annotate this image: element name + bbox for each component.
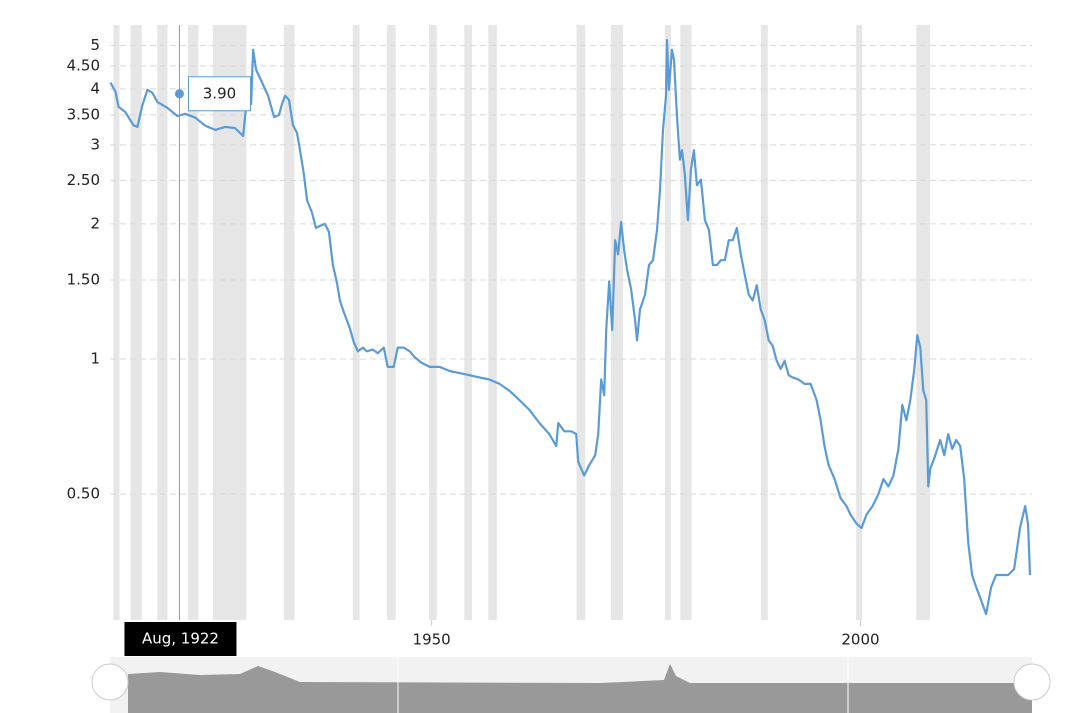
recession-band (188, 25, 199, 620)
recession-band (284, 25, 295, 620)
y-tick-label: 5 (90, 36, 100, 54)
navigator-series (128, 664, 1032, 713)
recession-band (680, 25, 692, 620)
recession-band (212, 25, 247, 620)
tooltip-date: Aug, 1922 (142, 630, 219, 648)
y-tick-label: 1.50 (67, 270, 100, 288)
tooltip-date-box (124, 622, 237, 656)
recession-band (856, 25, 863, 620)
y-tick-label: 0.50 (67, 485, 100, 503)
recession-band (664, 25, 671, 620)
recession-band (130, 25, 142, 620)
y-tick-label: 3 (90, 135, 100, 153)
y-tick-label: 3.50 (67, 105, 100, 123)
recession-band (610, 25, 623, 620)
y-tick-label: 4 (90, 79, 100, 97)
x-tick-label: 2000 (841, 631, 879, 649)
recession-band (576, 25, 586, 620)
recession-band (464, 25, 472, 620)
recession-band (916, 25, 930, 620)
y-tick-label: 2.50 (67, 171, 100, 189)
y-tick-label: 1 (90, 349, 100, 367)
recession-band (352, 25, 360, 620)
y-tick-label: 4.50 (67, 56, 100, 74)
recession-band (429, 25, 437, 620)
y-tick-label: 2 (90, 214, 100, 232)
recession-band (488, 25, 497, 620)
tooltip-point (174, 89, 184, 99)
navigator-handle[interactable] (1013, 663, 1051, 701)
recession-band (157, 25, 168, 620)
recession-band (113, 25, 120, 620)
recession-band (387, 25, 396, 620)
tooltip-box (187, 76, 251, 112)
navigator (91, 657, 1051, 713)
x-tick-label: 1950 (413, 631, 451, 649)
navigator-handle[interactable] (91, 663, 129, 701)
tooltip-value: 3.90 (203, 84, 236, 102)
series-line (109, 38, 1032, 616)
